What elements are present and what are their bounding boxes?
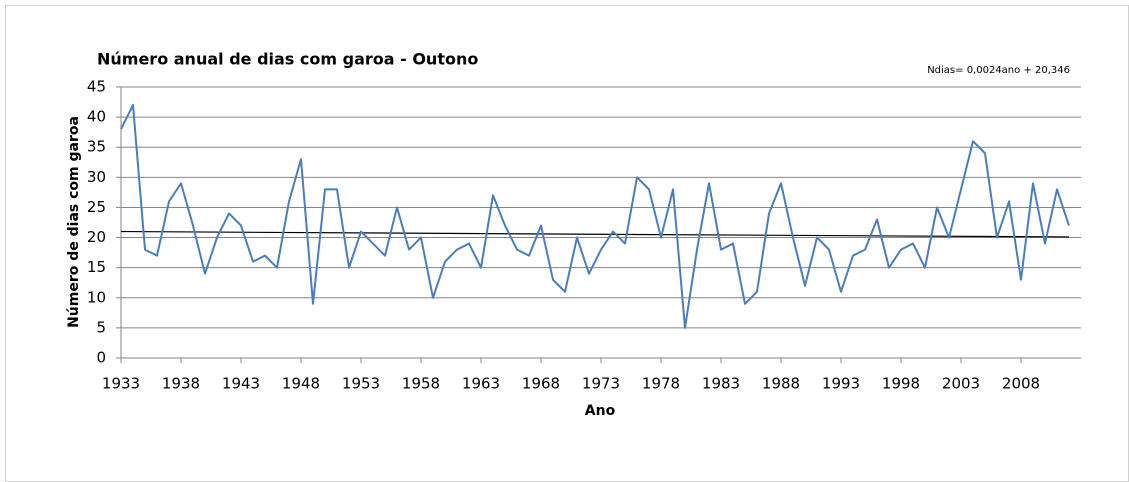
x-tick-label: 1933 — [102, 375, 140, 393]
chart-frame — [5, 5, 1129, 482]
x-tick-label: 1963 — [462, 375, 500, 393]
x-tick-label: 2008 — [1002, 375, 1040, 393]
y-tick-label: 30 — [87, 168, 106, 186]
y-tick-label: 15 — [87, 258, 106, 276]
chart-title: Número anual de dias com garoa - Outono — [97, 50, 478, 69]
y-tick-label: 35 — [87, 138, 106, 156]
data-line — [120, 104, 1070, 329]
x-tick-label: 1953 — [342, 375, 380, 393]
y-tick-label: 45 — [87, 78, 106, 96]
x-tick-label: 1948 — [282, 375, 320, 393]
x-tick-label: 1968 — [522, 375, 560, 393]
x-tick-label: 1973 — [582, 375, 620, 393]
x-tick-label: 2003 — [942, 375, 980, 393]
x-tick-label: 1958 — [402, 375, 440, 393]
x-axis-label: Ano — [585, 403, 616, 419]
trend-line — [120, 230, 1070, 238]
x-tick-label: 1938 — [162, 375, 200, 393]
y-axis-label: Número de dias com garoa — [66, 116, 82, 328]
equation: Ndias= 0,0024ano + 20,346 — [927, 65, 1070, 76]
y-tick-label: 0 — [96, 349, 106, 367]
x-tick-label: 1978 — [642, 375, 680, 393]
y-tick-label: 5 — [96, 318, 106, 336]
y-tick-label: 20 — [87, 228, 106, 246]
x-tick-label: 1993 — [822, 375, 860, 393]
x-tick-label: 1943 — [222, 375, 260, 393]
y-tick-label: 10 — [87, 288, 106, 306]
y-tick-label: 40 — [87, 108, 106, 126]
x-tick-label: 1998 — [882, 375, 920, 393]
x-tick-label: 1988 — [762, 375, 800, 393]
y-tick-label: 25 — [87, 198, 106, 216]
x-tick-label: 1983 — [702, 375, 740, 393]
